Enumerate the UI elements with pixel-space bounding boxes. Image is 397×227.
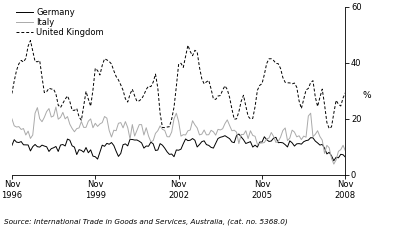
Germany — [202, 139, 206, 142]
United Kingdom — [343, 91, 348, 94]
United Kingdom — [274, 62, 278, 65]
Text: Source: International Trade in Goods and Services, Australia, (cat. no. 5368.0): Source: International Trade in Goods and… — [4, 218, 288, 225]
Germany — [343, 156, 348, 158]
United Kingdom — [204, 81, 209, 83]
Legend: Germany, Italy, United Kingdom: Germany, Italy, United Kingdom — [16, 8, 104, 37]
Germany — [264, 138, 269, 141]
Germany — [26, 144, 31, 146]
Italy — [204, 133, 209, 136]
United Kingdom — [327, 127, 331, 130]
Germany — [274, 136, 278, 139]
Germany — [12, 138, 17, 141]
Line: United Kingdom: United Kingdom — [12, 40, 345, 128]
United Kingdom — [10, 92, 14, 95]
Line: Italy: Italy — [12, 107, 345, 164]
Italy — [54, 106, 58, 108]
Italy — [264, 137, 269, 140]
Italy — [331, 163, 336, 165]
Line: Germany: Germany — [12, 134, 345, 161]
Italy — [26, 130, 31, 133]
Italy — [322, 152, 327, 155]
United Kingdom — [28, 39, 33, 42]
Italy — [12, 124, 17, 127]
Italy — [274, 141, 278, 144]
Germany — [237, 133, 241, 135]
Germany — [331, 159, 336, 162]
United Kingdom — [264, 62, 269, 65]
United Kingdom — [12, 80, 17, 82]
United Kingdom — [26, 45, 31, 47]
Italy — [10, 117, 14, 120]
Y-axis label: %: % — [363, 91, 372, 100]
United Kingdom — [322, 103, 327, 106]
Italy — [343, 150, 348, 152]
Germany — [10, 144, 14, 147]
Germany — [322, 147, 327, 150]
